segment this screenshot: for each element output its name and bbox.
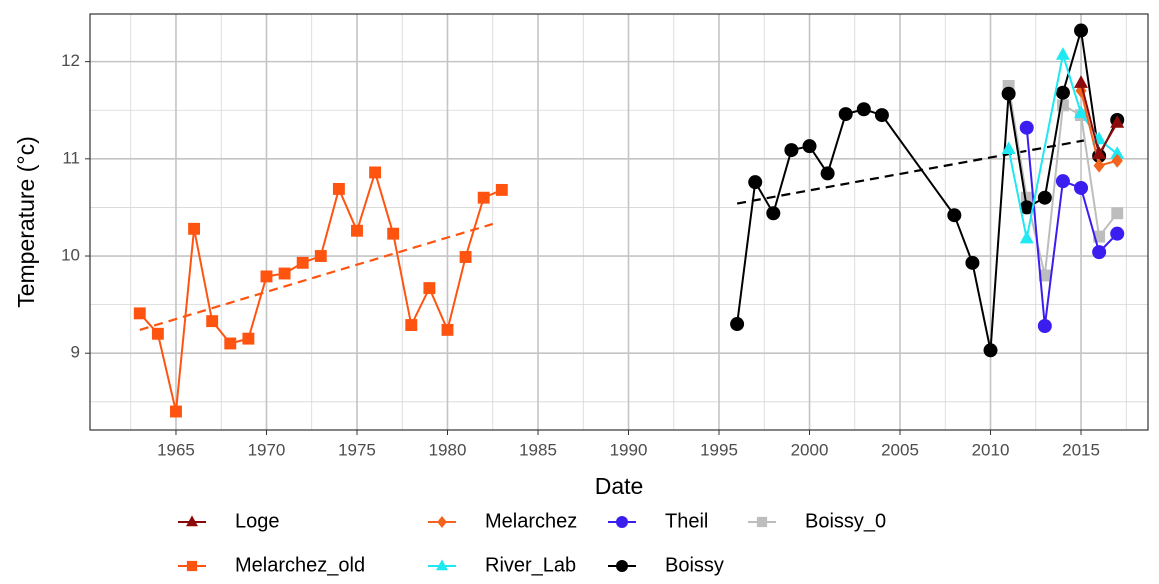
- point: [802, 139, 817, 154]
- plot-border: [89, 13, 1149, 431]
- point: [441, 323, 454, 336]
- point: [1111, 207, 1124, 220]
- point: [405, 319, 418, 331]
- legend-text: Boissy: [665, 554, 724, 576]
- point: [1074, 105, 1089, 119]
- legend-marker: [616, 516, 628, 528]
- point: [1037, 319, 1052, 333]
- point: [495, 183, 508, 196]
- point: [459, 251, 472, 263]
- x-tick-label: 2000: [791, 440, 829, 459]
- point: [1110, 226, 1125, 241]
- legend-marker: [186, 515, 198, 527]
- point: [188, 222, 201, 235]
- point: [133, 307, 146, 320]
- series-line: [736, 30, 1119, 351]
- x-tick-label: 1975: [338, 440, 376, 459]
- point: [820, 166, 835, 181]
- trend-line: [139, 222, 494, 331]
- point: [983, 343, 998, 358]
- point: [1037, 190, 1052, 205]
- x-tick-label: 1985: [519, 440, 557, 459]
- y-tick-label: 9: [71, 343, 80, 362]
- point: [332, 183, 345, 195]
- x-tick-label: 2005: [881, 440, 919, 459]
- point: [947, 208, 962, 223]
- point: [1092, 245, 1107, 260]
- legend-text: River_Lab: [485, 554, 576, 576]
- point: [1074, 75, 1089, 88]
- point: [1056, 99, 1069, 112]
- legend-marker: [616, 560, 628, 572]
- point: [1019, 230, 1034, 244]
- x-axis-title: Date: [595, 473, 644, 499]
- legend-text: Melarchez: [485, 510, 577, 532]
- y-tick-label: 10: [61, 246, 80, 265]
- point: [387, 227, 400, 240]
- point: [1111, 153, 1123, 168]
- point: [1001, 141, 1016, 155]
- legend-text: Boissy_0: [805, 510, 886, 532]
- point: [730, 317, 745, 332]
- y-tick-label: 11: [62, 148, 80, 167]
- point: [1055, 174, 1070, 189]
- point: [1074, 180, 1089, 195]
- y-tick-label: 12: [61, 51, 80, 70]
- point: [874, 108, 889, 123]
- x-tick-label: 2015: [1062, 440, 1100, 459]
- point: [1110, 115, 1125, 128]
- point: [965, 255, 980, 270]
- point: [766, 206, 781, 221]
- legend-marker: [756, 516, 768, 528]
- point: [260, 270, 273, 283]
- x-tick-label: 1965: [157, 440, 195, 459]
- point: [423, 282, 436, 295]
- point: [1074, 23, 1089, 38]
- legend-marker: [186, 560, 198, 572]
- point: [224, 337, 237, 350]
- point: [748, 175, 763, 190]
- point: [296, 256, 309, 269]
- point: [1093, 230, 1106, 243]
- point: [369, 166, 382, 179]
- point: [1019, 200, 1034, 215]
- x-tick-label: 1980: [429, 440, 467, 459]
- point: [856, 102, 871, 117]
- point: [477, 191, 490, 204]
- legend-text: Theil: [665, 510, 708, 532]
- legend-text: Melarchez_old: [235, 554, 365, 576]
- x-tick-label: 1990: [610, 440, 648, 459]
- point: [170, 405, 182, 418]
- x-tick-label: 2010: [972, 440, 1010, 459]
- point: [314, 250, 327, 262]
- point: [278, 267, 291, 280]
- legend-text: Loge: [235, 510, 280, 532]
- x-tick-label: 1970: [248, 440, 286, 459]
- point: [1001, 86, 1016, 101]
- legend-marker: [437, 516, 447, 528]
- point: [1055, 85, 1070, 100]
- point: [242, 332, 255, 345]
- point: [838, 107, 853, 122]
- y-axis-title: Temperature (°c): [13, 136, 39, 308]
- point: [351, 224, 363, 237]
- point: [206, 315, 219, 328]
- point: [1093, 158, 1105, 173]
- point: [1055, 47, 1070, 60]
- point: [1019, 120, 1034, 135]
- point: [1038, 269, 1051, 282]
- point: [1020, 191, 1033, 204]
- x-tick-label: 1995: [700, 440, 738, 459]
- point: [1002, 79, 1015, 92]
- legend-marker: [436, 559, 448, 571]
- point: [151, 327, 164, 340]
- point: [1092, 146, 1107, 159]
- point: [784, 143, 799, 158]
- point: [1110, 146, 1125, 159]
